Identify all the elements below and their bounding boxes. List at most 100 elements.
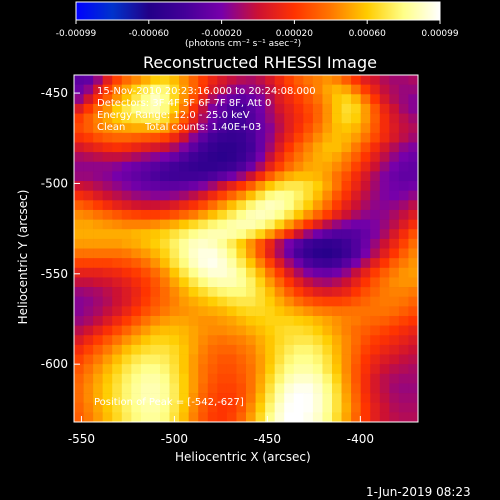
heatmap-cell bbox=[236, 123, 247, 134]
heatmap-cell bbox=[150, 383, 161, 394]
heatmap-cell bbox=[274, 325, 285, 336]
heatmap-cell bbox=[293, 248, 304, 259]
heatmap-cell bbox=[389, 306, 400, 317]
heatmap-cell bbox=[179, 267, 190, 278]
heatmap-cell bbox=[312, 402, 323, 413]
heatmap-cell bbox=[284, 219, 295, 230]
heatmap-cell bbox=[160, 296, 170, 307]
heatmap-cell bbox=[198, 123, 209, 134]
heatmap-cell bbox=[255, 267, 266, 278]
heatmap-cell bbox=[121, 248, 132, 259]
heatmap-cell bbox=[74, 190, 84, 201]
heatmap-cell bbox=[265, 306, 276, 317]
heatmap-cell bbox=[217, 113, 228, 124]
heatmap-cell bbox=[93, 123, 104, 134]
heatmap-cell bbox=[255, 364, 266, 375]
heatmap-cell bbox=[207, 229, 218, 240]
heatmap-cell bbox=[322, 142, 333, 153]
heatmap-cell bbox=[303, 152, 314, 163]
heatmap-cell bbox=[332, 296, 342, 307]
heatmap-cell bbox=[236, 287, 247, 298]
heatmap-cell bbox=[102, 344, 113, 355]
heatmap-cell bbox=[360, 335, 371, 346]
heatmap-cell bbox=[284, 306, 295, 317]
heatmap-cell bbox=[207, 103, 218, 114]
heatmap-cell bbox=[360, 306, 371, 317]
heatmap-cell bbox=[341, 113, 352, 124]
heatmap-cell bbox=[351, 315, 362, 326]
heatmap-cell bbox=[121, 238, 132, 249]
heatmap-cell bbox=[188, 113, 199, 124]
heatmap-cell bbox=[370, 161, 381, 172]
heatmap-cell bbox=[140, 132, 151, 143]
heatmap-cell bbox=[131, 132, 142, 143]
heatmap-cell bbox=[188, 412, 199, 423]
heatmap-cell bbox=[351, 75, 362, 85]
heatmap-cell bbox=[160, 113, 170, 124]
heatmap-cell bbox=[322, 287, 333, 298]
heatmap-cell bbox=[188, 267, 199, 278]
heatmap-cell bbox=[370, 238, 381, 249]
heatmap-cell bbox=[102, 238, 113, 249]
heatmap-cell bbox=[293, 296, 304, 307]
heatmap-cell bbox=[160, 123, 170, 134]
heatmap-cell bbox=[255, 132, 266, 143]
heatmap-cell bbox=[284, 132, 295, 143]
heatmap-cell bbox=[284, 267, 295, 278]
heatmap-cell bbox=[150, 200, 161, 211]
heatmap-cell bbox=[379, 287, 390, 298]
heatmap-cell bbox=[274, 181, 285, 192]
heatmap-cell bbox=[179, 84, 190, 95]
heatmap-cell bbox=[246, 190, 256, 201]
heatmap-cell bbox=[322, 306, 333, 317]
heatmap-cell bbox=[188, 383, 199, 394]
heatmap-cell bbox=[312, 181, 323, 192]
heatmap-cell bbox=[236, 267, 247, 278]
heatmap-cell bbox=[217, 123, 228, 134]
heatmap-cell bbox=[236, 412, 247, 423]
heatmap-cell bbox=[74, 373, 84, 384]
heatmap-cell bbox=[207, 393, 218, 404]
heatmap-cell bbox=[284, 94, 295, 105]
heatmap-cell bbox=[207, 181, 218, 192]
heatmap-cell bbox=[131, 258, 142, 269]
heatmap-cell bbox=[93, 335, 104, 346]
heatmap-cell bbox=[198, 315, 209, 326]
heatmap-cell bbox=[198, 344, 209, 355]
heatmap-cell bbox=[274, 296, 285, 307]
heatmap-cell bbox=[169, 306, 180, 317]
heatmap-cell bbox=[322, 354, 333, 365]
heatmap-cell bbox=[265, 335, 276, 346]
heatmap-cell bbox=[121, 412, 132, 423]
heatmap-cell bbox=[236, 238, 247, 249]
heatmap-cell bbox=[140, 190, 151, 201]
heatmap-cell bbox=[341, 354, 352, 365]
heatmap-cell bbox=[179, 132, 190, 143]
heatmap-cell bbox=[398, 229, 409, 240]
heatmap-cell bbox=[351, 103, 362, 114]
heatmap-cell bbox=[112, 219, 123, 230]
heatmap-cell bbox=[265, 296, 276, 307]
heatmap-cell bbox=[236, 200, 247, 211]
heatmap-cell bbox=[112, 354, 123, 365]
heatmap-cell bbox=[150, 190, 161, 201]
heatmap-cell bbox=[303, 190, 314, 201]
x-tick-label: -500 bbox=[161, 432, 188, 446]
heatmap-cell bbox=[93, 325, 104, 336]
heatmap-cell bbox=[246, 84, 256, 95]
heatmap-cell bbox=[179, 171, 190, 182]
heatmap-cell bbox=[102, 161, 113, 172]
heatmap-cell bbox=[236, 161, 247, 172]
heatmap-cell bbox=[370, 152, 381, 163]
heatmap-cell bbox=[398, 364, 409, 375]
heatmap-cell bbox=[160, 364, 170, 375]
heatmap-cell bbox=[332, 373, 342, 384]
heatmap-cell bbox=[408, 94, 419, 105]
heatmap-cell bbox=[303, 209, 314, 220]
heatmap-cell bbox=[236, 277, 247, 288]
heatmap-cell bbox=[169, 296, 180, 307]
heatmap-cell bbox=[102, 267, 113, 278]
heatmap-cell bbox=[332, 344, 342, 355]
heatmap-cell bbox=[179, 383, 190, 394]
heatmap-cell bbox=[408, 209, 419, 220]
